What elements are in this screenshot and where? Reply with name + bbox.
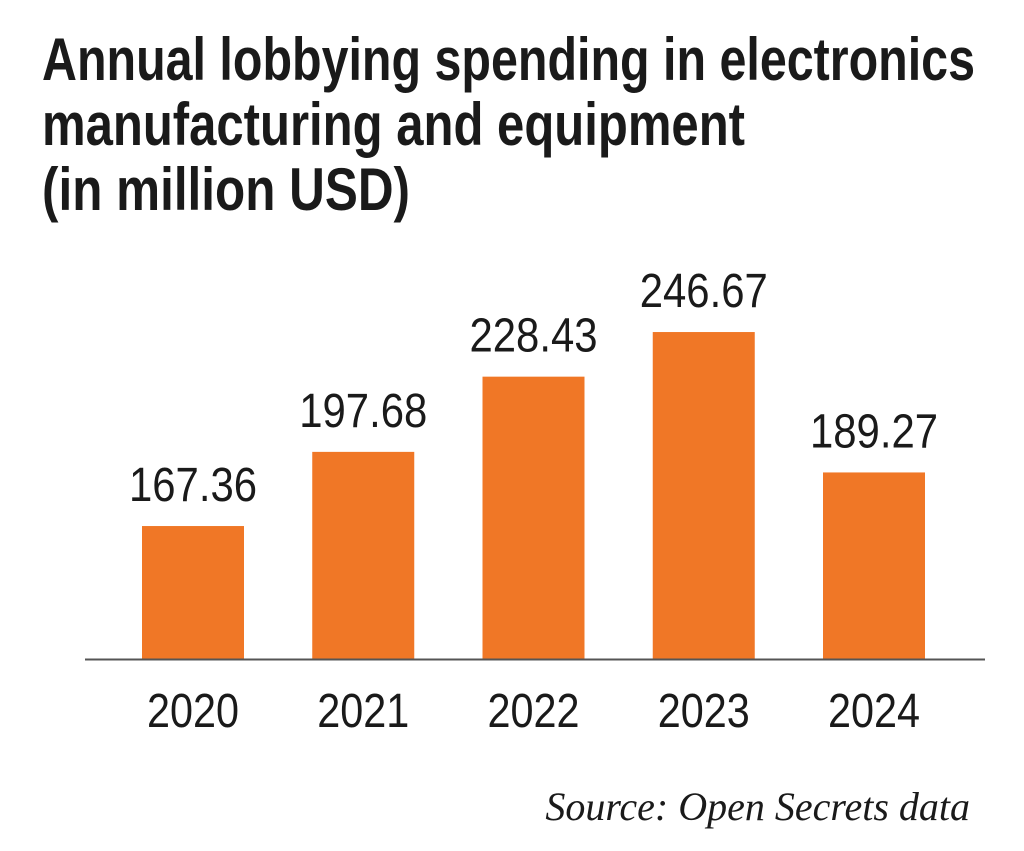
- x-tick-label-2022: 2022: [488, 685, 580, 738]
- data-label-2023: 246.67: [640, 265, 768, 318]
- data-label-2024: 189.27: [810, 405, 938, 458]
- data-label-2021: 197.68: [299, 385, 427, 438]
- x-tick-label-2021: 2021: [317, 685, 409, 738]
- source-note: Source: Open Secrets data: [545, 784, 970, 829]
- chart-title-line-3: (in million USD): [42, 156, 410, 223]
- x-tick-label-2020: 2020: [147, 685, 239, 738]
- data-label-2022: 228.43: [470, 310, 598, 363]
- bar-2020: [142, 526, 244, 659]
- x-tick-label-2024: 2024: [828, 685, 920, 738]
- x-tick-label-2023: 2023: [658, 685, 750, 738]
- bars: 167.36 2020 197.68 2021 228.43 2022 246.67 2023…: [129, 265, 938, 738]
- bar-2024: [823, 472, 925, 659]
- bar-2023: [652, 332, 755, 659]
- data-label-2020: 167.36: [129, 459, 257, 512]
- bar-2021: [312, 451, 415, 659]
- chart-title-line-2: manufacturing and equipment: [42, 91, 745, 158]
- chart-title-line-1: Annual lobbying spending in electronics: [42, 26, 975, 93]
- bar-2022: [482, 376, 585, 659]
